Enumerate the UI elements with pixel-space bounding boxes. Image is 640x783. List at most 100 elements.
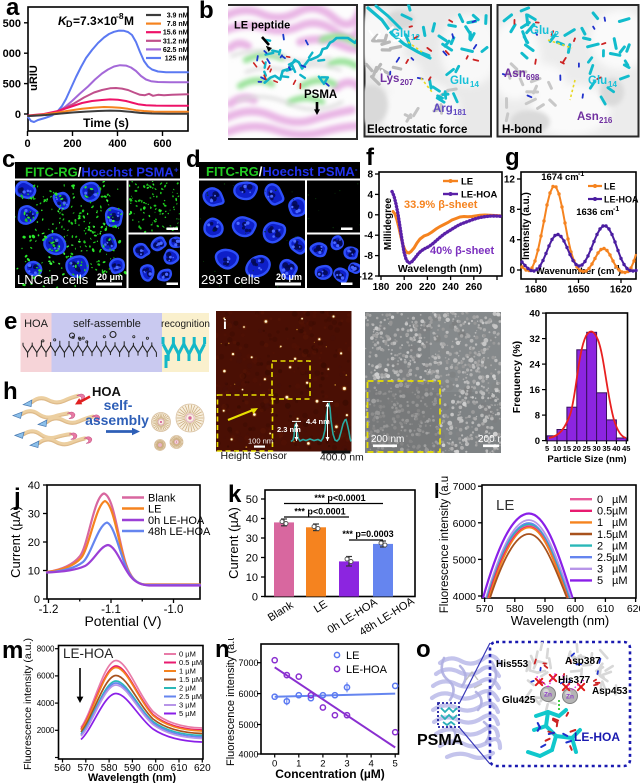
svg-text:LE: LE bbox=[496, 497, 514, 514]
svg-text:600: 600 bbox=[147, 763, 164, 774]
svg-text:181: 181 bbox=[453, 108, 467, 117]
svg-text:10: 10 bbox=[553, 444, 561, 453]
svg-text:recognition: recognition bbox=[161, 319, 210, 330]
svg-text:3: 3 bbox=[344, 759, 349, 770]
svg-text:Blank: Blank bbox=[148, 493, 176, 505]
svg-text:200 nm: 200 nm bbox=[371, 434, 404, 445]
svg-text:0.5: 0.5 bbox=[597, 506, 612, 518]
svg-text:20 μm: 20 μm bbox=[276, 272, 302, 282]
svg-text:LE: LE bbox=[461, 177, 473, 188]
svg-text:6000: 6000 bbox=[453, 518, 477, 530]
svg-text:590: 590 bbox=[536, 603, 554, 615]
svg-text:5 µM: 5 µM bbox=[179, 709, 196, 718]
svg-text:-1.0: -1.0 bbox=[164, 604, 184, 616]
svg-text:12: 12 bbox=[411, 33, 420, 42]
svg-text:Particle Size (nm): Particle Size (nm) bbox=[547, 454, 626, 465]
svg-text:6000: 6000 bbox=[238, 689, 258, 699]
svg-text:=7.3×10: =7.3×10 bbox=[73, 14, 117, 28]
svg-text:Glu425: Glu425 bbox=[502, 695, 536, 706]
svg-text:1650: 1650 bbox=[567, 285, 590, 296]
svg-text:20: 20 bbox=[573, 444, 581, 453]
svg-text:30: 30 bbox=[592, 444, 600, 453]
svg-text:25: 25 bbox=[583, 444, 591, 453]
svg-text:12: 12 bbox=[550, 30, 559, 39]
svg-text:30: 30 bbox=[246, 533, 258, 545]
svg-text:3 µM: 3 µM bbox=[179, 701, 196, 710]
svg-text:15: 15 bbox=[563, 444, 571, 453]
svg-text:His553: His553 bbox=[496, 659, 529, 670]
svg-text:5000: 5000 bbox=[238, 720, 258, 730]
svg-text:LE-HOA: LE-HOA bbox=[461, 190, 498, 201]
svg-text:10: 10 bbox=[246, 572, 258, 584]
svg-text:100 nm: 100 nm bbox=[248, 437, 273, 446]
svg-text:µM: µM bbox=[612, 506, 628, 518]
svg-text:200 nm: 200 nm bbox=[478, 434, 510, 445]
svg-text:µM: µM bbox=[612, 517, 628, 529]
svg-text:220: 220 bbox=[419, 282, 436, 293]
svg-text:Arg: Arg bbox=[433, 103, 453, 115]
svg-text:Potential (V): Potential (V) bbox=[84, 613, 161, 629]
svg-text:FITC-RG/Hoechst PSMA-: FITC-RG/Hoechst PSMA- bbox=[206, 164, 358, 179]
svg-text:PSMA: PSMA bbox=[304, 89, 337, 101]
svg-text:500: 500 bbox=[3, 79, 21, 91]
svg-text:Current (µA): Current (µA) bbox=[226, 507, 241, 579]
svg-text:24: 24 bbox=[529, 360, 540, 371]
svg-text:self-assemble: self-assemble bbox=[73, 318, 141, 330]
svg-text:5: 5 bbox=[545, 444, 549, 453]
svg-text:14: 14 bbox=[470, 80, 479, 89]
svg-text:K: K bbox=[58, 14, 68, 28]
svg-text:48h LE-HOA: 48h LE-HOA bbox=[148, 526, 211, 538]
svg-text:-12: -12 bbox=[359, 272, 374, 283]
svg-text:180: 180 bbox=[373, 282, 390, 293]
svg-text:40: 40 bbox=[529, 309, 540, 320]
svg-text:580: 580 bbox=[506, 603, 524, 615]
svg-text:260: 260 bbox=[465, 282, 482, 293]
svg-text:35: 35 bbox=[602, 444, 610, 453]
svg-text:-1.2: -1.2 bbox=[39, 604, 59, 616]
svg-text:Asp387: Asp387 bbox=[565, 656, 601, 667]
svg-text:620: 620 bbox=[194, 763, 211, 774]
svg-text:0: 0 bbox=[15, 109, 21, 121]
svg-text:207: 207 bbox=[400, 78, 414, 87]
svg-text:-1: -1 bbox=[613, 206, 619, 213]
svg-text:Wavelength (nm): Wavelength (nm) bbox=[511, 613, 610, 628]
svg-text:40: 40 bbox=[28, 480, 40, 492]
svg-text:FITC-RG/Hoechst PSMA+: FITC-RG/Hoechst PSMA+ bbox=[25, 165, 179, 180]
svg-text:2: 2 bbox=[320, 759, 325, 770]
svg-text:-8: -8 bbox=[116, 11, 124, 21]
svg-text:1: 1 bbox=[296, 759, 301, 770]
svg-text:3: 3 bbox=[597, 564, 603, 576]
svg-text:Wavenumber (cm: Wavenumber (cm bbox=[536, 266, 615, 277]
svg-text:3.9 nM: 3.9 nM bbox=[167, 13, 189, 20]
svg-text:216: 216 bbox=[599, 116, 613, 125]
svg-text:assembly: assembly bbox=[85, 412, 149, 428]
svg-text:Asn: Asn bbox=[577, 111, 599, 123]
svg-text:Wavelength (nm): Wavelength (nm) bbox=[398, 263, 482, 275]
svg-text:LE: LE bbox=[312, 598, 330, 615]
svg-text:Millidegree: Millidegree bbox=[383, 197, 394, 250]
svg-text:0: 0 bbox=[367, 210, 373, 221]
svg-text:0: 0 bbox=[24, 138, 30, 150]
svg-text:Fluorescence intensity (a.u.): Fluorescence intensity (a.u.) bbox=[439, 475, 451, 613]
svg-text:20: 20 bbox=[28, 537, 40, 549]
svg-text:LE-HOA: LE-HOA bbox=[604, 195, 639, 205]
svg-text:0: 0 bbox=[509, 266, 515, 277]
svg-text:Blank: Blank bbox=[266, 599, 296, 624]
svg-text:7000: 7000 bbox=[453, 481, 477, 493]
svg-text:33.9% β-sheet: 33.9% β-sheet bbox=[404, 199, 478, 211]
svg-text:240: 240 bbox=[442, 282, 459, 293]
svg-text:400.0 nm: 400.0 nm bbox=[320, 452, 364, 464]
svg-text:LNCaP cells: LNCaP cells bbox=[17, 272, 89, 287]
svg-text:1680: 1680 bbox=[525, 285, 548, 296]
svg-text:400: 400 bbox=[108, 138, 126, 150]
svg-text:600: 600 bbox=[566, 603, 584, 615]
svg-text:*** p<0.0001: *** p<0.0001 bbox=[294, 507, 345, 517]
svg-text:0: 0 bbox=[535, 436, 540, 447]
svg-text:Glu: Glu bbox=[450, 75, 469, 87]
svg-text:LE-HOA: LE-HOA bbox=[574, 730, 620, 744]
svg-text:LE: LE bbox=[346, 650, 359, 662]
svg-text:uRIU: uRIU bbox=[28, 65, 40, 91]
svg-text:45: 45 bbox=[622, 444, 630, 453]
svg-text:4000: 4000 bbox=[238, 749, 258, 759]
svg-text:8: 8 bbox=[535, 411, 540, 422]
